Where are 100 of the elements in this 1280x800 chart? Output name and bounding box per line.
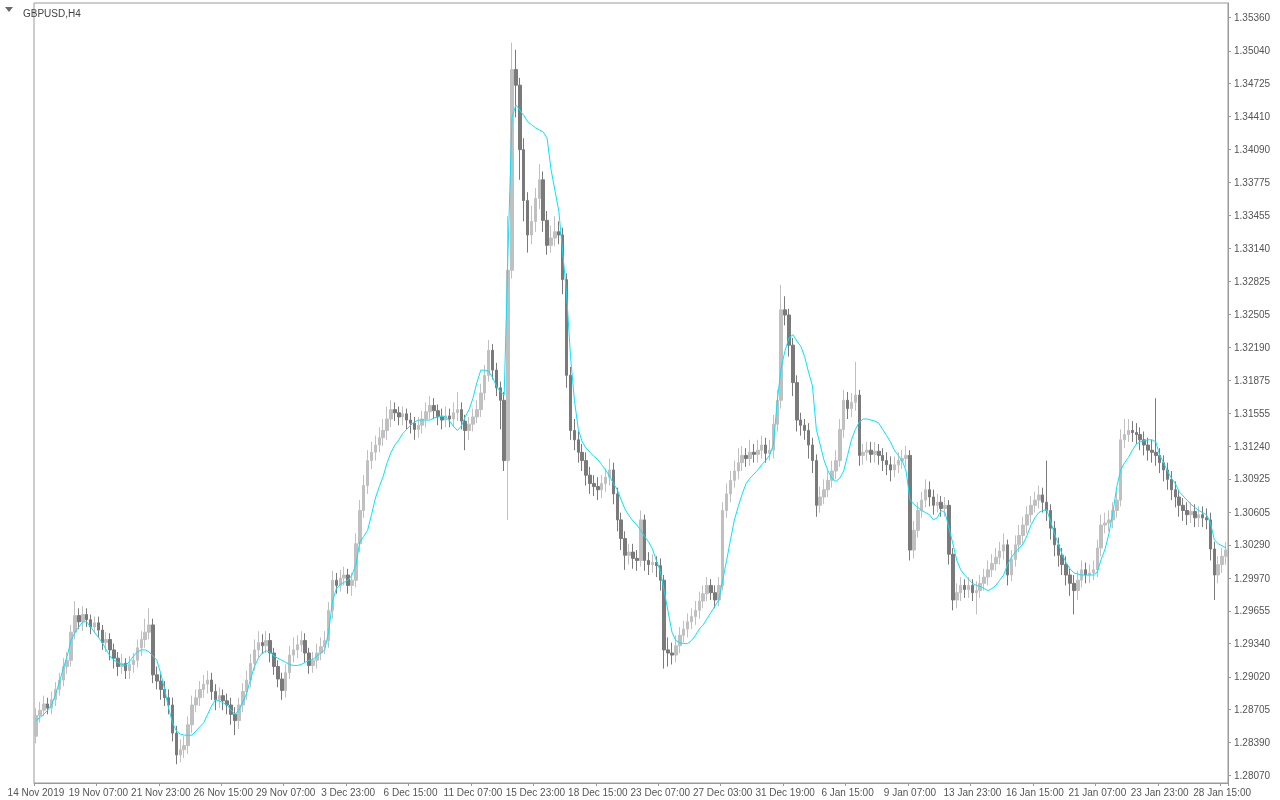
candlestick [413, 416, 416, 441]
y-tick-label: 1.33455 [1234, 210, 1271, 222]
y-tick-label: 1.28705 [1234, 704, 1271, 716]
candlestick [1006, 539, 1009, 586]
candlestick [179, 738, 182, 763]
candlestick [261, 633, 264, 655]
y-tick-label: 1.33140 [1234, 242, 1271, 254]
x-tick-label: 16 Jan 15:00 [1005, 786, 1065, 798]
x-tick-label: 21 Nov 23:00 [131, 786, 191, 798]
y-tick-label: 1.29655 [1234, 605, 1271, 617]
x-tick-label: 11 Dec 07:00 [443, 786, 503, 798]
candlestick [908, 449, 912, 561]
y-tick-label: 1.32190 [1234, 341, 1271, 353]
candlestick [764, 437, 767, 464]
candlestick [1088, 564, 1091, 584]
x-tick-label: 21 Jan 07:00 [1068, 786, 1127, 798]
candlestick [943, 496, 947, 518]
candlestick [456, 391, 459, 422]
y-tick-label: 1.35040 [1234, 45, 1271, 57]
candlestick [81, 605, 85, 632]
candlestick [873, 441, 877, 464]
candlestick [858, 389, 861, 467]
candlestick [397, 406, 401, 426]
candlestick [971, 578, 974, 602]
candlestick [744, 447, 748, 468]
candlestick [904, 445, 908, 468]
candlestick [756, 439, 760, 464]
candlestick [206, 670, 209, 695]
x-tick-label: 14 Nov 2019 [7, 786, 65, 798]
y-tick-label: 1.31240 [1234, 440, 1271, 452]
candlestick [124, 657, 127, 680]
candlestick [869, 441, 873, 464]
candlestick [296, 634, 299, 659]
y-tick-label: 1.35360 [1234, 12, 1271, 24]
y-tick-label: 1.29340 [1234, 638, 1271, 650]
x-tick-label: 23 Jan 23:00 [1130, 786, 1190, 798]
x-tick-label: 15 Dec 23:00 [505, 786, 566, 798]
candlestick [939, 495, 943, 518]
candlestick [1189, 501, 1193, 524]
candlestick [448, 408, 451, 428]
candlestick [748, 439, 752, 467]
candlestick [631, 543, 635, 570]
candlestick [760, 435, 763, 460]
y-tick-label: 1.33775 [1234, 176, 1271, 188]
x-tick-label: 29 Nov 07:00 [255, 786, 316, 798]
y-tick-label: 1.34090 [1234, 144, 1271, 156]
candlestick [1205, 507, 1208, 530]
y-tick-label: 1.28070 [1234, 770, 1271, 782]
x-tick-label: 27 Dec 03:00 [692, 786, 753, 798]
x-tick-label: 19 Nov 07:00 [68, 786, 129, 798]
y-tick-label: 1.34410 [1234, 110, 1271, 122]
x-tick-label: 13 Jan 23:00 [943, 786, 1002, 798]
candlestick [1185, 501, 1189, 526]
y-tick-label: 1.29970 [1234, 572, 1271, 584]
y-tick-label: 1.34725 [1234, 78, 1271, 90]
candlestick [401, 406, 404, 426]
candlestick [1084, 562, 1087, 584]
candlestick [1201, 505, 1204, 528]
y-tick-label: 1.31555 [1234, 407, 1271, 419]
x-tick-label: 3 Dec 23:00 [321, 786, 376, 798]
candlestick [963, 578, 966, 599]
candlestick [967, 576, 970, 599]
candlestick [752, 443, 756, 464]
candlestick [264, 630, 268, 654]
candlestick [1045, 460, 1048, 522]
y-tick-label: 1.28390 [1234, 736, 1271, 748]
candlestick [339, 569, 342, 593]
y-tick-label: 1.30290 [1234, 539, 1271, 551]
x-tick-label: 31 Dec 19:00 [755, 786, 816, 798]
y-tick-label: 1.30605 [1234, 506, 1271, 518]
candlestick [393, 401, 397, 422]
candlestick [889, 455, 892, 482]
y-tick-label: 1.32505 [1234, 308, 1271, 320]
x-tick-label: 23 Dec 07:00 [630, 786, 691, 798]
candlestick [409, 412, 412, 435]
x-tick-label: 18 Dec 15:00 [568, 786, 629, 798]
candlestick [1197, 505, 1200, 528]
x-tick-label: 26 Nov 15:00 [193, 786, 254, 798]
candlestick [93, 616, 96, 634]
candlestick [897, 451, 900, 474]
candlestick [639, 510, 643, 568]
line-series [35, 104, 1227, 736]
y-tick-label: 1.32825 [1234, 275, 1271, 287]
candlestick [46, 697, 49, 715]
candlestick [335, 572, 338, 595]
x-tick-label: 28 Jan 15:00 [1193, 786, 1252, 798]
candlestick [643, 514, 646, 572]
candlestick [893, 455, 896, 478]
candlestick [218, 686, 221, 709]
candlestick [440, 408, 444, 430]
candlestick [104, 631, 108, 653]
chart-title: GBPUSD,H4 [23, 7, 82, 19]
candlestick [221, 688, 225, 711]
candlestick [1131, 420, 1134, 443]
candlestick [881, 447, 884, 472]
candlestick [405, 408, 408, 430]
candlestick [596, 476, 600, 501]
x-tick-label: 6 Dec 15:00 [383, 786, 438, 798]
candlestick [861, 443, 865, 466]
y-tick-label: 1.30925 [1234, 473, 1271, 485]
